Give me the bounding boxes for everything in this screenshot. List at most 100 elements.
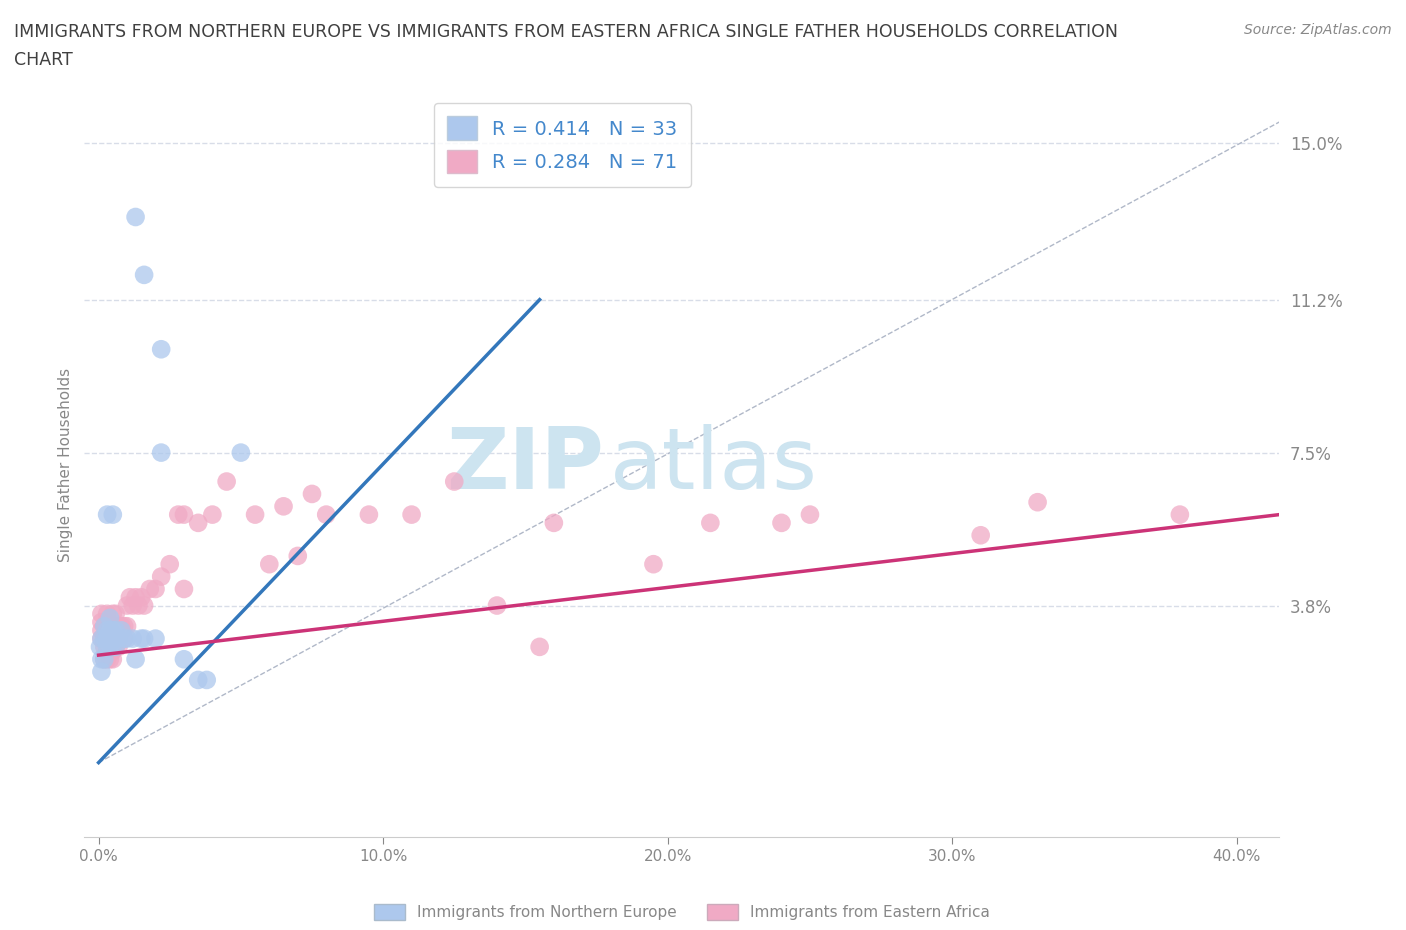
Point: [187, 672, 209, 687]
Point: [96, 631, 118, 646]
Point: [699, 515, 721, 530]
Point: [96, 644, 118, 658]
Point: [93, 640, 115, 655]
Point: [150, 342, 173, 357]
Point: [110, 623, 132, 638]
Point: [187, 515, 209, 530]
Point: [129, 631, 152, 646]
Point: [643, 557, 665, 572]
Point: [110, 618, 132, 633]
Point: [124, 652, 146, 667]
Point: [132, 598, 156, 613]
Point: [401, 507, 423, 522]
Point: [104, 640, 127, 655]
Point: [243, 507, 266, 522]
Point: [127, 598, 149, 613]
Point: [101, 631, 124, 646]
Point: [229, 445, 252, 460]
Point: [195, 672, 218, 687]
Point: [107, 631, 129, 646]
Point: [98, 623, 121, 638]
Point: [96, 631, 118, 646]
Point: [104, 606, 127, 621]
Point: [159, 557, 181, 572]
Point: [96, 640, 118, 655]
Text: atlas: atlas: [610, 423, 818, 507]
Point: [93, 652, 115, 667]
Point: [112, 631, 135, 646]
Point: [110, 631, 132, 646]
Y-axis label: Single Father Households: Single Father Households: [58, 368, 73, 562]
Text: Source: ZipAtlas.com: Source: ZipAtlas.com: [1244, 23, 1392, 37]
Point: [118, 590, 141, 604]
Text: CHART: CHART: [14, 51, 73, 69]
Point: [770, 515, 793, 530]
Point: [93, 652, 115, 667]
Point: [98, 652, 121, 667]
Legend: Immigrants from Northern Europe, Immigrants from Eastern Africa: Immigrants from Northern Europe, Immigra…: [368, 897, 995, 926]
Point: [93, 618, 115, 633]
Point: [104, 618, 127, 633]
Point: [96, 623, 118, 638]
Point: [357, 507, 380, 522]
Point: [98, 640, 121, 655]
Point: [98, 610, 121, 625]
Point: [543, 515, 565, 530]
Point: [315, 507, 337, 522]
Point: [101, 644, 124, 658]
Point: [115, 598, 138, 613]
Point: [96, 652, 118, 667]
Point: [104, 640, 127, 655]
Point: [98, 640, 121, 655]
Point: [173, 581, 195, 596]
Point: [173, 507, 195, 522]
Point: [443, 474, 465, 489]
Point: [96, 606, 118, 621]
Point: [150, 445, 173, 460]
Point: [485, 598, 508, 613]
Point: [115, 631, 138, 646]
Point: [93, 618, 115, 633]
Point: [115, 618, 138, 633]
Point: [124, 209, 146, 224]
Point: [1026, 495, 1049, 510]
Point: [101, 606, 124, 621]
Point: [89, 640, 111, 655]
Point: [90, 652, 112, 667]
Point: [215, 474, 238, 489]
Point: [90, 631, 112, 646]
Point: [259, 557, 281, 572]
Point: [529, 640, 551, 655]
Point: [139, 581, 162, 596]
Point: [101, 652, 124, 667]
Point: [124, 590, 146, 604]
Point: [121, 598, 143, 613]
Point: [90, 606, 112, 621]
Point: [101, 623, 124, 638]
Point: [90, 631, 112, 646]
Point: [167, 507, 190, 522]
Point: [1168, 507, 1191, 522]
Point: [121, 631, 143, 646]
Point: [145, 631, 167, 646]
Point: [93, 631, 115, 646]
Point: [98, 618, 121, 633]
Point: [173, 652, 195, 667]
Point: [101, 640, 124, 655]
Point: [107, 640, 129, 655]
Point: [970, 528, 993, 543]
Point: [104, 631, 127, 646]
Point: [287, 549, 309, 564]
Point: [112, 631, 135, 646]
Point: [90, 664, 112, 679]
Point: [101, 507, 124, 522]
Point: [96, 615, 118, 630]
Point: [145, 581, 167, 596]
Point: [107, 631, 129, 646]
Point: [107, 618, 129, 633]
Point: [90, 623, 112, 638]
Text: IMMIGRANTS FROM NORTHERN EUROPE VS IMMIGRANTS FROM EASTERN AFRICA SINGLE FATHER : IMMIGRANTS FROM NORTHERN EUROPE VS IMMIG…: [14, 23, 1118, 41]
Point: [90, 615, 112, 630]
Point: [112, 618, 135, 633]
Point: [799, 507, 821, 522]
